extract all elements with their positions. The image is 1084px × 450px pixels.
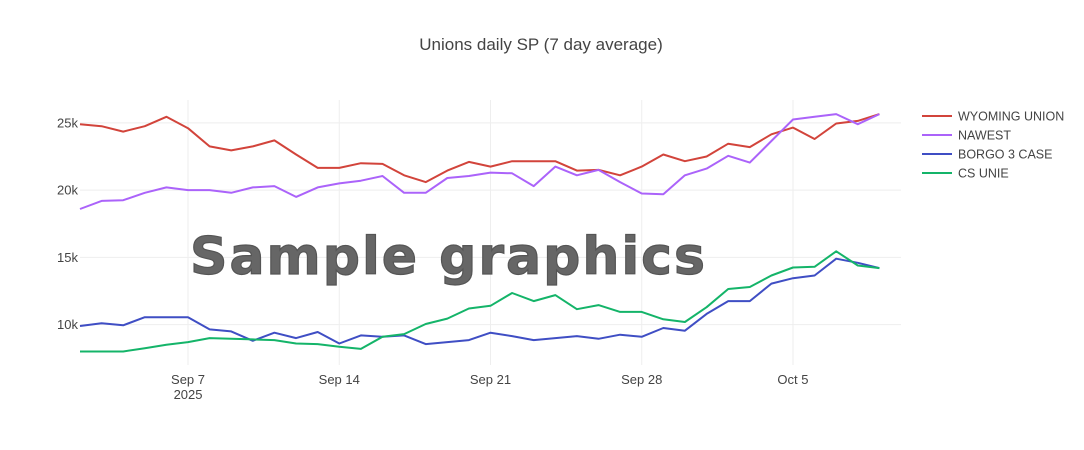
- series-line-2[interactable]: [79, 257, 880, 346]
- legend-item[interactable]: WYOMING UNION: [922, 110, 1064, 124]
- y-tick-label: 10k: [57, 317, 78, 332]
- legend-label: CS UNIE: [958, 167, 1009, 181]
- y-tick-label: 25k: [57, 115, 78, 130]
- x-tick-label: Oct 5: [777, 372, 808, 387]
- plot-area: [79, 113, 880, 353]
- legend-label: WYOMING UNION: [958, 110, 1064, 124]
- x-tick-label: Sep 28: [621, 372, 662, 387]
- x-tick-label: Sep 21: [470, 372, 511, 387]
- watermark-text: Sample graphics: [190, 227, 707, 287]
- legend[interactable]: WYOMING UNION NAWEST BORGO 3 CASE CS UNIE: [922, 110, 1064, 181]
- series-line-3[interactable]: [80, 250, 880, 353]
- y-tick-label: 20k: [57, 183, 78, 198]
- series-line-0[interactable]: [79, 113, 880, 184]
- x-tick-label: Sep 14: [319, 372, 360, 387]
- legend-label: BORGO 3 CASE: [958, 148, 1052, 162]
- chart-title: Unions daily SP (7 day average): [419, 35, 663, 54]
- legend-item[interactable]: NAWEST: [922, 129, 1011, 143]
- y-axis: 10k 15k 20k 25k: [57, 115, 78, 332]
- legend-label: NAWEST: [958, 129, 1011, 143]
- y-tick-label: 15k: [57, 250, 78, 265]
- legend-item[interactable]: CS UNIE: [922, 167, 1009, 181]
- x-tick-label: Sep 7: [171, 372, 205, 387]
- series-line-1[interactable]: [79, 113, 880, 210]
- legend-item[interactable]: BORGO 3 CASE: [922, 148, 1052, 162]
- x-tick-year-label: 2025: [174, 387, 203, 402]
